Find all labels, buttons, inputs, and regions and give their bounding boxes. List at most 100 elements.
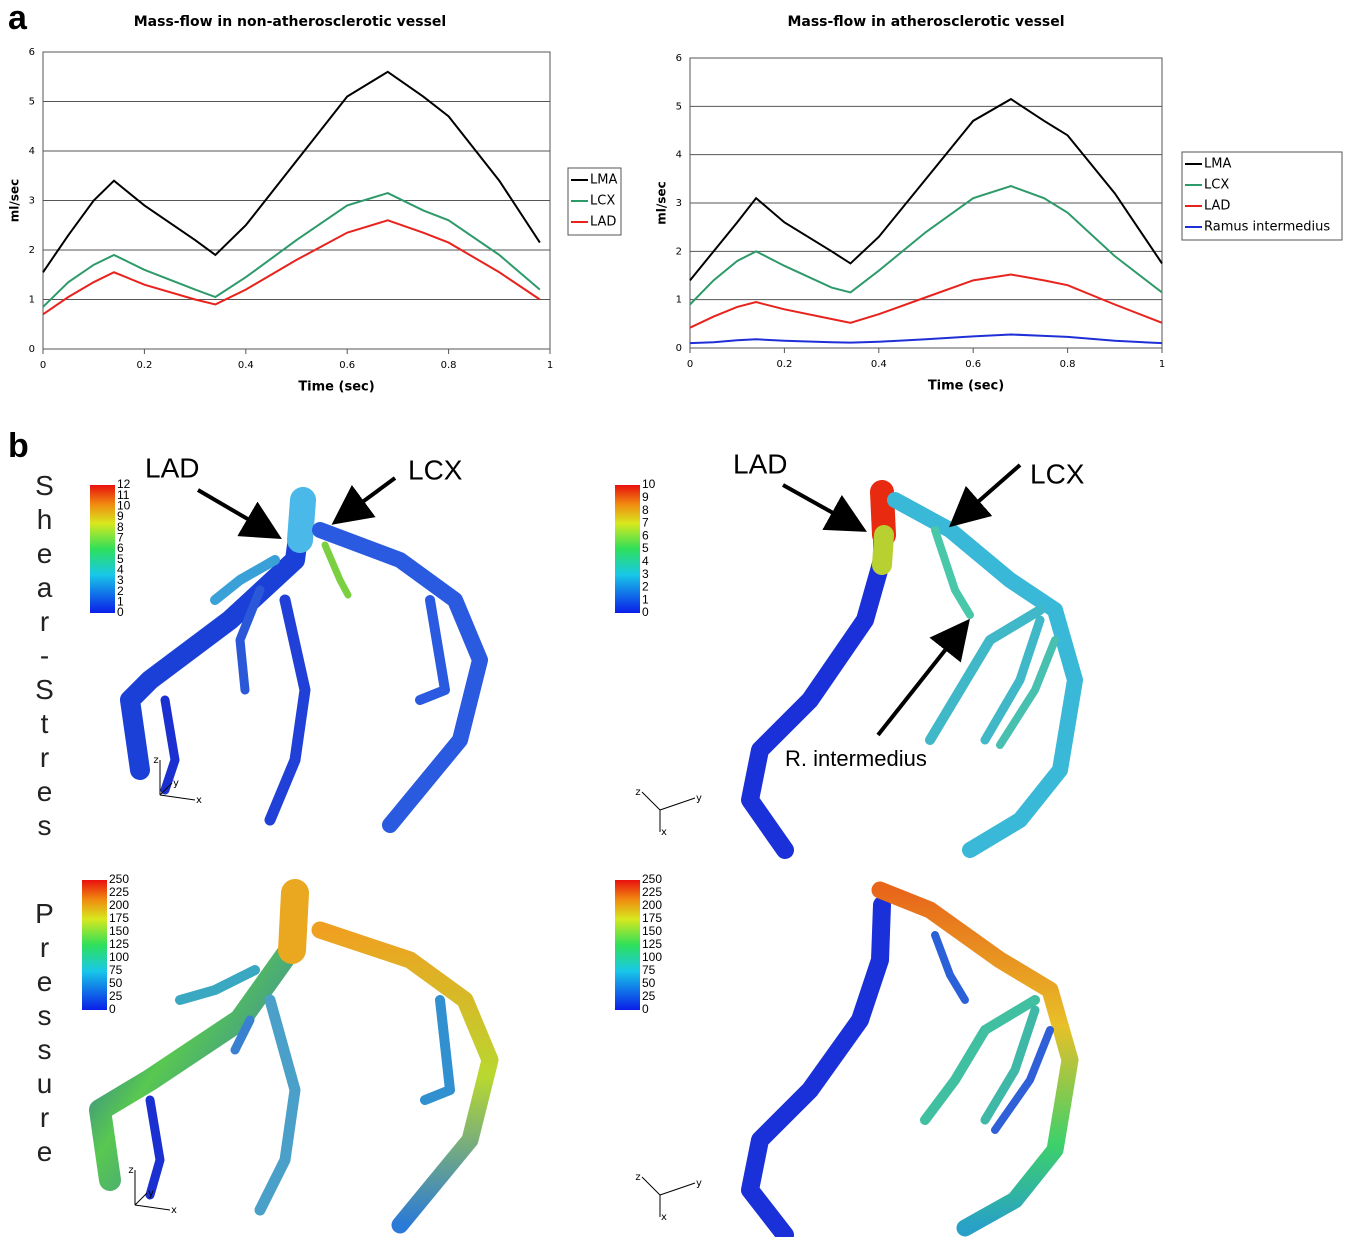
colorbar-label: 125 <box>109 937 129 951</box>
y-tick-label: 1 <box>676 295 682 306</box>
y-tick-label: 6 <box>29 47 35 58</box>
legend-label: LAD <box>590 215 616 230</box>
y-axis-label: ml/sec <box>8 179 22 222</box>
legend-box <box>1181 151 1343 241</box>
colorbar-label: 7 <box>642 516 649 530</box>
panel-label: b <box>8 427 29 465</box>
y-axis-label: ml/sec <box>655 181 669 224</box>
colorbar-label: 2 <box>642 580 649 594</box>
colorbar-label: 175 <box>642 911 662 925</box>
callout-arrows <box>196 463 1022 737</box>
colorbar-label: 150 <box>642 924 662 938</box>
triad-label: z <box>635 787 640 798</box>
vessel-tree <box>741 480 1083 859</box>
row-label: Pressure <box>29 898 60 1170</box>
colorbar-label: 0 <box>642 1002 649 1016</box>
series-line <box>42 219 541 316</box>
y-tick-label: 0 <box>676 343 682 354</box>
triad-axis <box>659 797 696 811</box>
y-tick-label: 2 <box>29 245 35 256</box>
triad-label: x <box>661 1212 667 1223</box>
x-tick-label: 1 <box>547 360 553 371</box>
colorbar-label: 9 <box>117 509 124 523</box>
colorbar <box>82 880 107 1010</box>
colorbar-label: 1 <box>117 595 124 609</box>
series-line <box>689 273 1163 329</box>
callout-label: LAD <box>145 452 199 483</box>
y-tick-label: 4 <box>29 146 35 157</box>
colorbar-label: 0 <box>109 1002 116 1016</box>
colorbar-label: 200 <box>109 898 129 912</box>
colorbar-label: 1 <box>642 592 649 606</box>
colorbar-label: 200 <box>642 898 662 912</box>
series-line <box>689 333 1163 345</box>
colorbar-label: 150 <box>109 924 129 938</box>
colorbar-label: 6 <box>642 528 649 542</box>
triad-label: y <box>696 793 702 804</box>
colorbar-label: 5 <box>642 541 649 555</box>
series-line <box>689 185 1163 306</box>
y-tick-label: 5 <box>676 101 682 112</box>
triad-label: x <box>171 1205 177 1216</box>
colorbar-label: 9 <box>642 490 649 504</box>
triad-axis <box>134 1192 148 1206</box>
triad-axis <box>159 782 173 796</box>
x-tick-label: 0.6 <box>339 360 355 371</box>
x-tick-label: 0.4 <box>871 359 887 370</box>
triad-label: x <box>661 827 667 838</box>
colorbar-label: 25 <box>109 989 123 1003</box>
vessel-renderings <box>89 480 1083 1237</box>
y-tick-label: 5 <box>29 97 35 108</box>
y-tick-label: 0 <box>29 344 35 355</box>
colorbar-label: 5 <box>117 552 124 566</box>
y-tick-label: 1 <box>29 295 35 306</box>
legend-label: LMA <box>590 173 617 188</box>
triad-axis <box>134 1204 171 1211</box>
row-label: Shear-Stres <box>29 470 60 844</box>
triad-label: x <box>196 795 202 806</box>
x-axis-label: Time (sec) <box>928 379 1004 394</box>
colorbar-label: 250 <box>109 872 129 886</box>
series-line <box>42 192 541 308</box>
triad-label: z <box>153 755 158 766</box>
colorbar-label: 7 <box>117 531 124 545</box>
colorbar-label: 8 <box>117 520 124 534</box>
y-tick-label: 2 <box>676 246 682 257</box>
x-tick-label: 0 <box>687 359 693 370</box>
y-tick-label: 4 <box>676 150 682 161</box>
x-axis-label: Time (sec) <box>298 380 374 395</box>
colorbar-label: 10 <box>117 499 131 513</box>
y-tick-label: 3 <box>676 198 682 209</box>
colorbar-label: 175 <box>109 911 129 925</box>
colorbar-label: 225 <box>109 885 129 899</box>
triad-label: y <box>696 1178 702 1189</box>
x-tick-label: 0.8 <box>441 360 457 371</box>
triad-label: y <box>173 778 179 789</box>
plot-frame <box>689 57 1163 349</box>
colorbar-label: 6 <box>117 541 124 555</box>
colorbar-label: 225 <box>642 885 662 899</box>
x-tick-label: 0.4 <box>238 360 254 371</box>
y-tick-label: 6 <box>676 53 682 64</box>
colorbar-label: 8 <box>642 503 649 517</box>
legend-label: Ramus intermedius <box>1204 220 1330 235</box>
x-tick-label: 0 <box>40 360 46 371</box>
colorbar-label: 100 <box>109 950 129 964</box>
x-tick-label: 0.8 <box>1060 359 1076 370</box>
vessel-tree <box>89 879 499 1234</box>
triad-label: z <box>128 1165 133 1176</box>
colorbar-label: 0 <box>642 605 649 619</box>
colorbar-label: 25 <box>642 989 656 1003</box>
legend-label: LCX <box>590 194 615 209</box>
colorbar-label: 2 <box>117 584 124 598</box>
colorbar-label: 12 <box>117 477 131 491</box>
triad-axis <box>641 791 661 811</box>
colorbar-label: 10 <box>642 477 656 491</box>
triad-axis <box>641 1176 661 1196</box>
legend-label: LCX <box>1204 178 1229 193</box>
legend-label: LAD <box>1204 199 1230 214</box>
colorbar-label: 50 <box>642 976 656 990</box>
colorbar-label: 250 <box>642 872 662 886</box>
